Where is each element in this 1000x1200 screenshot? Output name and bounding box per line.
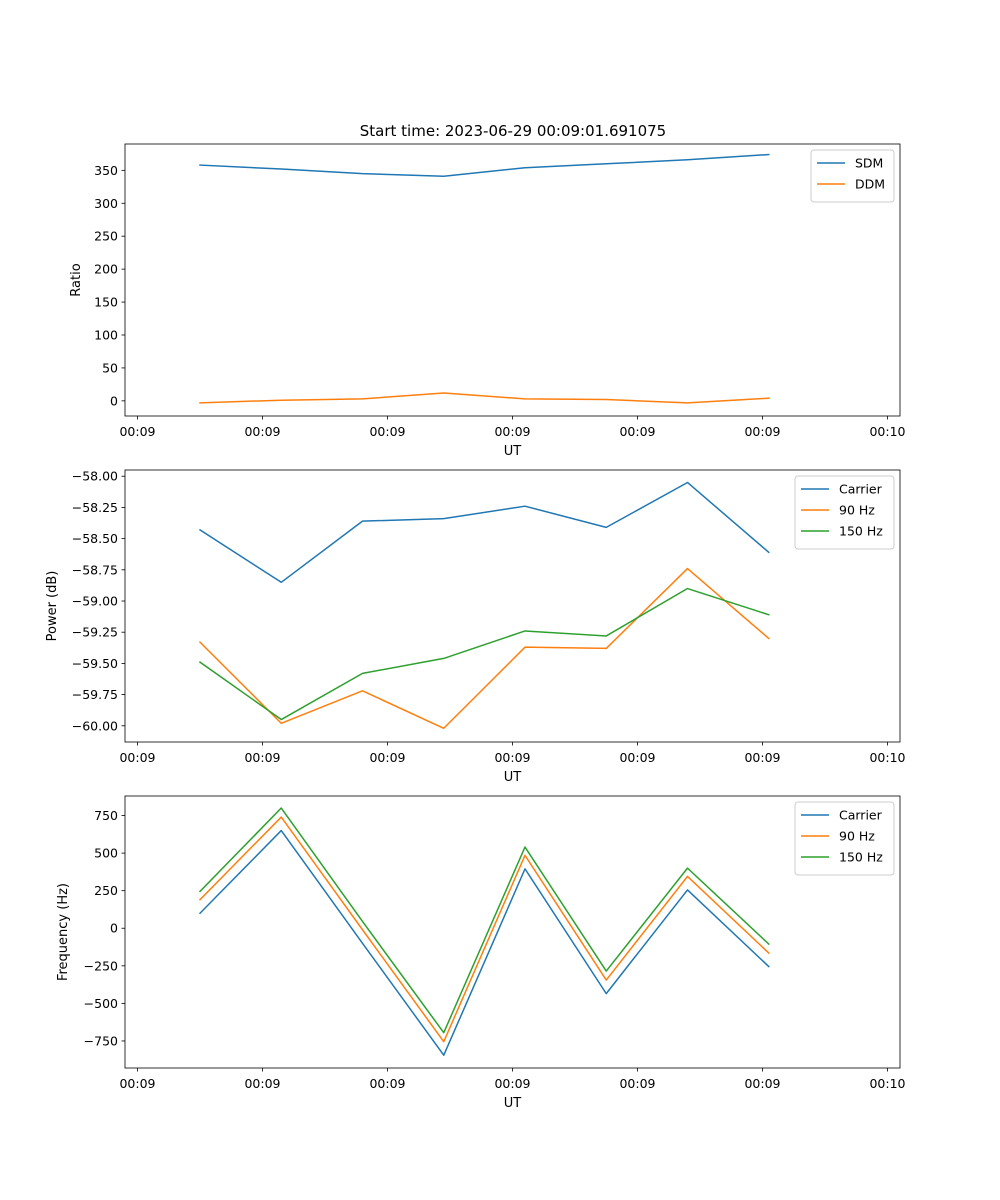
x-axis-label: UT bbox=[504, 1096, 522, 1111]
y-tick-label: 500 bbox=[94, 846, 118, 861]
series-line-2 bbox=[199, 392, 770, 404]
y-tick-label: 250 bbox=[94, 883, 118, 898]
panel-2: −60.00 −59.75 −59.50 −59.25 −59.00 −58.75 −58.… bbox=[45, 469, 906, 785]
legend-label: 150 Hz bbox=[839, 850, 883, 865]
x-tick-label: 00:09 bbox=[244, 750, 280, 765]
x-tick-label: 00:09 bbox=[494, 424, 530, 439]
y-tick-label: 150 bbox=[94, 295, 118, 310]
series-line-2 bbox=[198, 816, 770, 1043]
y-tick-label: 750 bbox=[94, 808, 118, 823]
x-tick-label: 00:09 bbox=[244, 424, 280, 439]
legend-label: DDM bbox=[855, 177, 885, 192]
y-tick-label: 250 bbox=[94, 229, 118, 244]
y-tick-label: 300 bbox=[94, 196, 118, 211]
x-tick-label: 00:10 bbox=[869, 424, 905, 439]
x-tick-label: 00:09 bbox=[369, 750, 405, 765]
x-tick-label: 00:09 bbox=[244, 1076, 280, 1091]
y-tick-label: 0 bbox=[110, 921, 118, 936]
legend-label: Carrier bbox=[839, 808, 883, 823]
y-tick-label: −58.00 bbox=[72, 469, 118, 484]
x-tick-label: 00:09 bbox=[619, 750, 655, 765]
x-tick-label: 00:10 bbox=[869, 1076, 905, 1091]
x-tick-label: 00:09 bbox=[494, 1076, 530, 1091]
y-tick-label: 50 bbox=[102, 360, 118, 375]
x-tick-label: 00:09 bbox=[369, 424, 405, 439]
legend-label: 90 Hz bbox=[839, 829, 875, 844]
legend: Carrier 90 Hz 150 Hz bbox=[794, 475, 895, 550]
y-tick-label: −59.75 bbox=[72, 687, 118, 702]
x-tick-label: 00:09 bbox=[119, 750, 155, 765]
y-tick-label: 0 bbox=[110, 393, 118, 408]
x-tick-label: 00:09 bbox=[744, 424, 780, 439]
x-tick-label: 00:09 bbox=[119, 1076, 155, 1091]
legend-label: Carrier bbox=[839, 482, 883, 497]
y-tick-label: −58.75 bbox=[72, 562, 118, 577]
x-tick-label: 00:09 bbox=[744, 750, 780, 765]
panels: 0 50 100 150 200 250 300 350 00:09 00:09 00:09 00:0… bbox=[45, 143, 906, 1111]
series-line-2 bbox=[198, 567, 770, 730]
panel-3: −750 −500 −250 0 250 500 750 00:09 00:09 00:09 00:… bbox=[56, 795, 906, 1111]
y-tick-label: −59.00 bbox=[72, 594, 118, 609]
y-tick-label: −60.00 bbox=[72, 718, 118, 733]
chart-title: Start time: 2023-06-29 00:09:01.691075 bbox=[360, 122, 666, 140]
y-tick-label: −58.50 bbox=[72, 531, 118, 546]
x-tick-label: 00:09 bbox=[494, 750, 530, 765]
series-line-3 bbox=[198, 807, 770, 1034]
legend-label: 90 Hz bbox=[839, 503, 875, 518]
legend: Carrier 90 Hz 150 Hz bbox=[794, 801, 895, 876]
y-tick-label: 200 bbox=[94, 262, 118, 277]
y-tick-label: −59.50 bbox=[72, 656, 118, 671]
y-tick-label: 100 bbox=[94, 327, 118, 342]
y-tick-label: −58.25 bbox=[72, 500, 118, 515]
y-tick-label: −500 bbox=[84, 996, 118, 1011]
x-tick-label: 00:10 bbox=[869, 750, 905, 765]
series-line-1 bbox=[198, 481, 770, 584]
legend-label: SDM bbox=[855, 156, 883, 171]
y-tick-label: 350 bbox=[94, 163, 118, 178]
x-tick-label: 00:09 bbox=[619, 1076, 655, 1091]
series-line-1 bbox=[199, 153, 770, 178]
x-axis-label: UT bbox=[504, 444, 522, 459]
y-tick-label: −250 bbox=[84, 958, 118, 973]
x-tick-label: 00:09 bbox=[369, 1076, 405, 1091]
y-tick-label: −750 bbox=[84, 1033, 118, 1048]
x-tick-label: 00:09 bbox=[119, 424, 155, 439]
x-tick-label: 00:09 bbox=[619, 424, 655, 439]
series-line-1 bbox=[198, 829, 770, 1056]
y-axis-label: Ratio bbox=[69, 263, 84, 296]
x-axis-label: UT bbox=[504, 770, 522, 785]
y-axis-label: Power (dB) bbox=[45, 571, 60, 642]
legend-label: 150 Hz bbox=[839, 524, 883, 539]
y-axis-label: Frequency (Hz) bbox=[56, 883, 71, 981]
x-tick-label: 00:09 bbox=[744, 1076, 780, 1091]
legend: SDM DDM bbox=[810, 149, 895, 203]
panel-1: 0 50 100 150 200 250 300 350 00:09 00:09 00:09 00:0… bbox=[69, 143, 906, 459]
y-tick-label: −59.25 bbox=[72, 625, 118, 640]
series-line-3 bbox=[198, 587, 770, 721]
